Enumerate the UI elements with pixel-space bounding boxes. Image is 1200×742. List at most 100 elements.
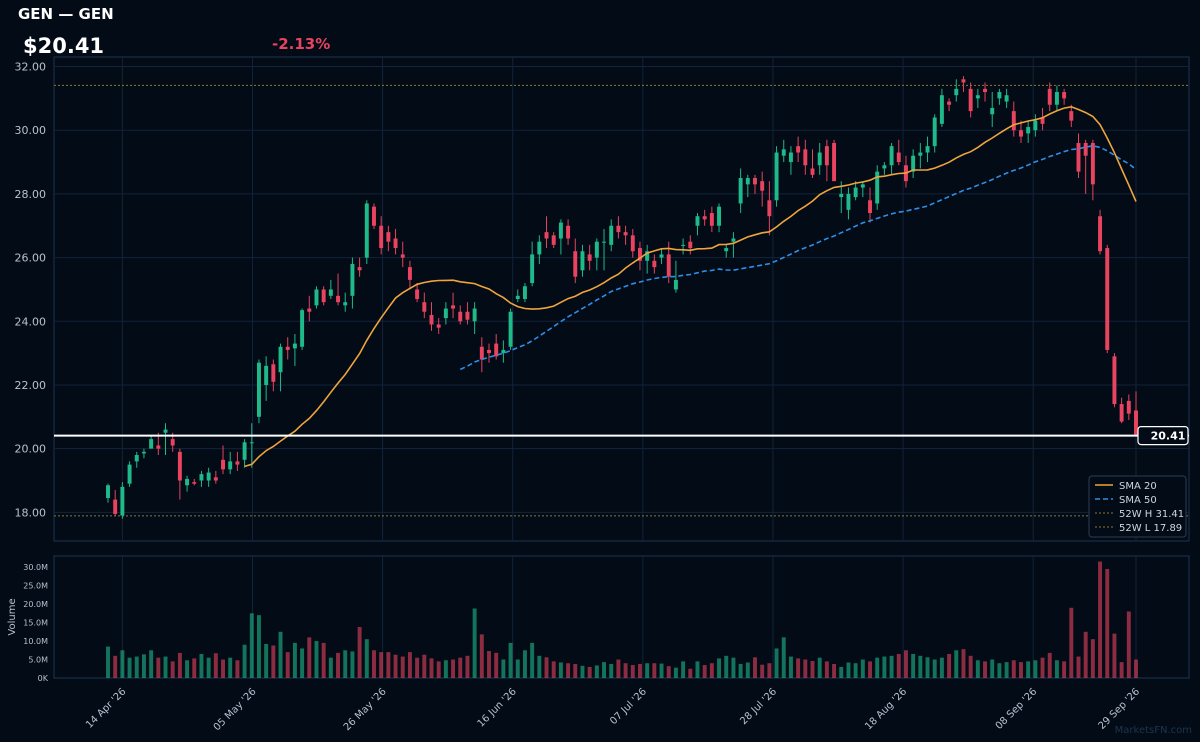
candle-body bbox=[328, 289, 333, 296]
price-tick-label: 32.00 bbox=[15, 61, 47, 74]
grid-lines bbox=[54, 57, 1189, 678]
candle-body bbox=[1134, 410, 1138, 436]
volume-tick-label: 30.0M bbox=[23, 563, 48, 572]
candle-body bbox=[314, 289, 319, 306]
volume-bar bbox=[407, 652, 412, 678]
price-panel bbox=[53, 56, 1190, 542]
volume-bar bbox=[659, 663, 664, 678]
volume-bar bbox=[954, 650, 959, 678]
price-tick-label: 18.00 bbox=[15, 506, 47, 519]
volume-bar bbox=[724, 655, 729, 678]
volume-bar bbox=[249, 613, 254, 678]
volume-bar bbox=[781, 637, 786, 678]
volume-bar bbox=[393, 654, 398, 678]
volume-bar bbox=[803, 659, 808, 678]
volume-bar bbox=[695, 661, 700, 678]
moving-averages bbox=[244, 105, 1137, 468]
volume-bar bbox=[702, 665, 707, 678]
volume-bar bbox=[336, 652, 341, 678]
candle-body bbox=[1069, 111, 1074, 121]
volume-bar bbox=[738, 663, 743, 678]
volume-bar bbox=[228, 657, 233, 678]
candle-body bbox=[393, 238, 398, 249]
candle-body bbox=[206, 472, 211, 481]
volume-bar bbox=[875, 657, 880, 678]
candle-body bbox=[127, 464, 132, 484]
candle-body bbox=[106, 485, 110, 499]
candle-body bbox=[889, 146, 894, 166]
candle-body bbox=[731, 238, 736, 242]
volume-tick-label: 15.0M bbox=[23, 619, 48, 628]
candle-body bbox=[264, 365, 269, 385]
candle-body bbox=[990, 107, 995, 115]
price-tick-label: 24.00 bbox=[15, 315, 47, 328]
sma20-line bbox=[244, 105, 1137, 468]
volume-bar bbox=[652, 663, 657, 678]
candle-body bbox=[853, 187, 858, 198]
candle-body bbox=[781, 149, 786, 156]
candle-body bbox=[860, 184, 865, 188]
candle-body bbox=[177, 451, 182, 481]
candle-body bbox=[882, 165, 887, 169]
volume-bar bbox=[594, 665, 599, 678]
volume-bars bbox=[106, 561, 1138, 678]
last-price-marker: 20.41 bbox=[54, 426, 1189, 446]
candle-body bbox=[738, 178, 743, 204]
candle-body bbox=[472, 308, 477, 322]
candle-body bbox=[954, 88, 959, 96]
candle-body bbox=[587, 254, 592, 261]
candle-body bbox=[609, 225, 614, 245]
volume-bar bbox=[580, 665, 585, 678]
candle-body bbox=[961, 79, 966, 83]
candle-body bbox=[623, 232, 628, 236]
candle-body bbox=[717, 206, 722, 226]
candle-body bbox=[336, 295, 341, 303]
candle-body bbox=[487, 349, 491, 354]
candle-body bbox=[558, 222, 563, 239]
volume-bar bbox=[939, 657, 944, 678]
volume-bar bbox=[645, 663, 650, 678]
volume-bar bbox=[422, 654, 427, 678]
legend-box bbox=[1088, 475, 1187, 538]
volume-bar bbox=[292, 642, 297, 678]
candle-body bbox=[666, 254, 671, 277]
candle-body bbox=[932, 117, 937, 147]
volume-bar bbox=[1134, 659, 1138, 678]
candle-body bbox=[249, 442, 254, 444]
volume-bar bbox=[429, 658, 434, 678]
volume-bar bbox=[673, 667, 678, 678]
volume-bar bbox=[1054, 660, 1059, 678]
date-tick-label: 14 Apr '26 bbox=[84, 686, 128, 730]
candle-body bbox=[199, 474, 204, 481]
volume-panel bbox=[53, 555, 1190, 679]
candle-body bbox=[1083, 142, 1088, 156]
candle-body bbox=[702, 216, 707, 220]
volume-bar bbox=[537, 655, 542, 678]
candle-body bbox=[113, 499, 118, 514]
volume-bar bbox=[832, 663, 837, 678]
volume-tick-label: 25.0M bbox=[23, 582, 48, 591]
date-tick-label: 08 Sep '26 bbox=[994, 686, 1040, 732]
volume-bar bbox=[256, 615, 261, 678]
candle-body bbox=[968, 88, 973, 112]
volume-bar bbox=[918, 655, 923, 678]
candle-body bbox=[652, 260, 657, 268]
volume-bar bbox=[968, 655, 973, 678]
price-tick-label: 22.00 bbox=[15, 379, 47, 392]
candle-body bbox=[508, 311, 513, 347]
volume-bar bbox=[889, 655, 894, 678]
volume-bar bbox=[1062, 661, 1067, 678]
candle-body bbox=[645, 251, 650, 261]
candle-body bbox=[307, 308, 312, 312]
candle-body bbox=[681, 244, 686, 246]
volume-bar bbox=[868, 661, 872, 678]
volume-bar bbox=[1098, 561, 1103, 678]
volume-bar bbox=[300, 648, 305, 678]
volume-bar bbox=[242, 644, 247, 678]
volume-bar bbox=[141, 654, 146, 678]
candle-body bbox=[1054, 92, 1059, 105]
candle-body bbox=[1126, 400, 1131, 414]
candle-body bbox=[422, 302, 427, 312]
volume-bar bbox=[760, 664, 765, 678]
candle-body bbox=[530, 254, 535, 284]
